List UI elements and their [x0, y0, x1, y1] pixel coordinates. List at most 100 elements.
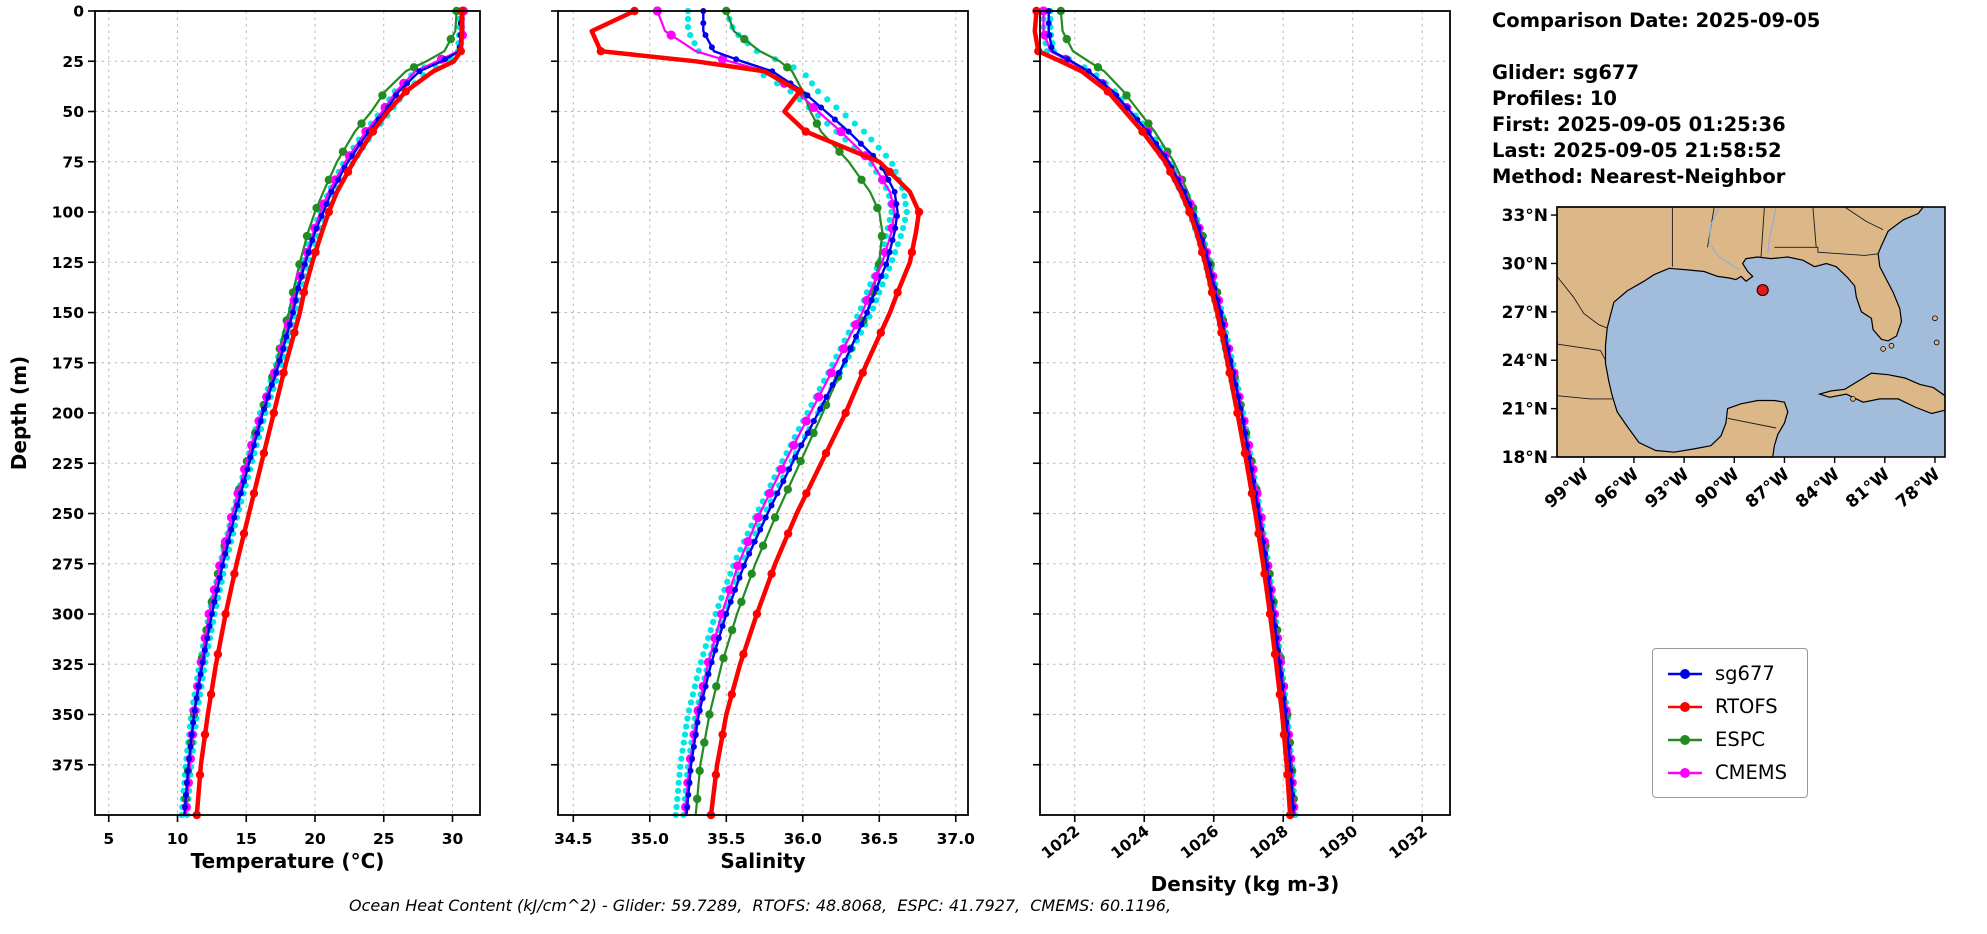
legend-marker-sg677 [1668, 668, 1702, 679]
first-profile-time: First: 2025-09-05 01:25:36 [1492, 113, 1786, 136]
map-boundary-line [1844, 206, 1884, 231]
legend-entry-sg677: sg677 [1667, 662, 1787, 685]
series-sg677 [684, 8, 900, 817]
legend-label-RTOFS: RTOFS [1715, 695, 1778, 718]
svg-text:200: 200 [52, 405, 85, 423]
map-lon-label: 84°W [1792, 464, 1844, 512]
comparison-method: Method: Nearest-Neighbor [1492, 165, 1786, 188]
svg-text:0: 0 [73, 3, 84, 21]
ohc-caption: Ocean Heat Content (kJ/cm^2) - Glider: 5… [348, 896, 1172, 915]
glider-location-marker [1756, 283, 1769, 297]
svg-text:1028: 1028 [1247, 822, 1292, 863]
chart-density: 1022 1024 1026 1028 1030 1032 Density (kg m-3) [1032, 6, 1451, 896]
y-axis-label: Depth (m) [7, 356, 31, 470]
map-lat-label: 30°N [1502, 254, 1548, 274]
svg-text:15: 15 [235, 830, 257, 848]
last-profile-time: Last: 2025-09-05 21:58:52 [1492, 139, 1782, 162]
map-boundary-line [1760, 206, 1765, 258]
x-axis-label-salinity: Salinity [720, 849, 805, 873]
y-axis: 0 25 50 75 100 125 150 175 200 225 250 275 300 325 350… [52, 3, 95, 774]
svg-text:50: 50 [62, 103, 84, 121]
svg-text:1032: 1032 [1386, 822, 1431, 863]
legend-label-ESPC: ESPC [1715, 728, 1766, 751]
svg-text:1024: 1024 [1108, 822, 1153, 863]
map-island [1933, 339, 1940, 346]
map-lat-label: 33°N [1502, 206, 1548, 226]
svg-text:300: 300 [52, 606, 85, 624]
svg-text:1022: 1022 [1038, 822, 1083, 863]
legend-marker-CMEMS [1668, 767, 1702, 778]
series-ESPC [181, 6, 461, 817]
series-RTOFS [589, 6, 924, 820]
series-glider-obs-b [178, 7, 463, 819]
svg-text:350: 350 [52, 706, 85, 724]
chart-salinity: 34.5 35.0 35.5 36.0 36.5 37.0 Salinity [551, 6, 975, 873]
map-island [1932, 315, 1938, 322]
legend-entry-CMEMS: CMEMS [1667, 761, 1787, 784]
series-CMEMS [652, 6, 898, 817]
legend-label-CMEMS: CMEMS [1715, 761, 1787, 784]
series-RTOFS [1032, 6, 1295, 820]
svg-text:325: 325 [52, 656, 84, 674]
gridlines [95, 10, 480, 815]
map-island [1850, 396, 1856, 402]
map-lon-label: 93°W [1641, 464, 1693, 512]
svg-text:37.0: 37.0 [937, 830, 975, 848]
x-axis-label-density: Density (kg m-3) [1151, 872, 1340, 896]
gridlines [558, 10, 968, 815]
svg-text:75: 75 [62, 153, 84, 171]
comparison-date: Comparison Date: 2025-09-05 [1492, 9, 1821, 32]
map-lat-label: 27°N [1502, 303, 1548, 323]
svg-text:25: 25 [62, 53, 84, 71]
legend-marker-RTOFS [1668, 701, 1702, 712]
svg-text:100: 100 [52, 204, 85, 222]
x-axis-label-temperature: Temperature (°C) [191, 849, 385, 873]
map-lat-label: 21°N [1502, 400, 1548, 420]
svg-text:36.5: 36.5 [860, 830, 898, 848]
map-lon-label: 87°W [1742, 464, 1794, 512]
plot-frame [557, 10, 969, 816]
x-axis: 5 10 15 20 25 30 [103, 815, 463, 848]
svg-text:35.5: 35.5 [707, 830, 745, 848]
map-river [1708, 206, 1740, 271]
map-boundary-line [1774, 246, 1879, 256]
map-lon-label: 81°W [1842, 464, 1894, 512]
svg-text:30: 30 [442, 830, 464, 848]
svg-text:225: 225 [52, 455, 84, 473]
x-axis: 1022 1024 1026 1028 1030 1032 [1038, 815, 1431, 863]
comparison-info: Comparison Date: 2025-09-05 Glider: sg67… [1492, 8, 1820, 190]
x-axis: 34.5 35.0 35.5 36.0 36.5 37.0 [554, 815, 975, 848]
series-ESPC [693, 6, 887, 817]
profiles-count: Profiles: 10 [1492, 87, 1617, 110]
y-axis [551, 10, 558, 766]
svg-text:20: 20 [304, 830, 326, 848]
map-frame [1556, 206, 1946, 458]
svg-text:150: 150 [52, 304, 85, 322]
map-boundary-line [1556, 395, 1613, 400]
svg-text:125: 125 [52, 254, 84, 272]
map-lon-label: 96°W [1591, 464, 1643, 512]
series-CMEMS [1038, 6, 1299, 817]
map-boundary-line [1812, 206, 1817, 248]
svg-text:25: 25 [373, 830, 395, 848]
map-lon-label: 99°W [1541, 464, 1593, 512]
svg-text:175: 175 [52, 354, 84, 372]
map-lon-label: 90°W [1692, 464, 1744, 512]
svg-text:36.0: 36.0 [784, 830, 822, 848]
svg-text:35.0: 35.0 [631, 830, 669, 848]
series-glider-obs-b [672, 7, 895, 819]
legend-label-sg677: sg677 [1715, 662, 1775, 685]
series-sg677 [1045, 8, 1297, 817]
series-sg677 [182, 8, 464, 817]
svg-text:375: 375 [52, 756, 84, 774]
map-land-mainland [1556, 206, 1925, 458]
series-glider-obs-a [1047, 7, 1299, 819]
chart-temperature: 5 10 15 20 25 3002550751001251501752002252502… [7, 3, 481, 873]
map-island [1880, 346, 1886, 352]
svg-text:34.5: 34.5 [554, 830, 592, 848]
map-boundary-line [1556, 343, 1606, 361]
svg-text:5: 5 [103, 830, 114, 848]
legend-entry-ESPC: ESPC [1667, 728, 1787, 751]
y-axis [1033, 10, 1040, 766]
